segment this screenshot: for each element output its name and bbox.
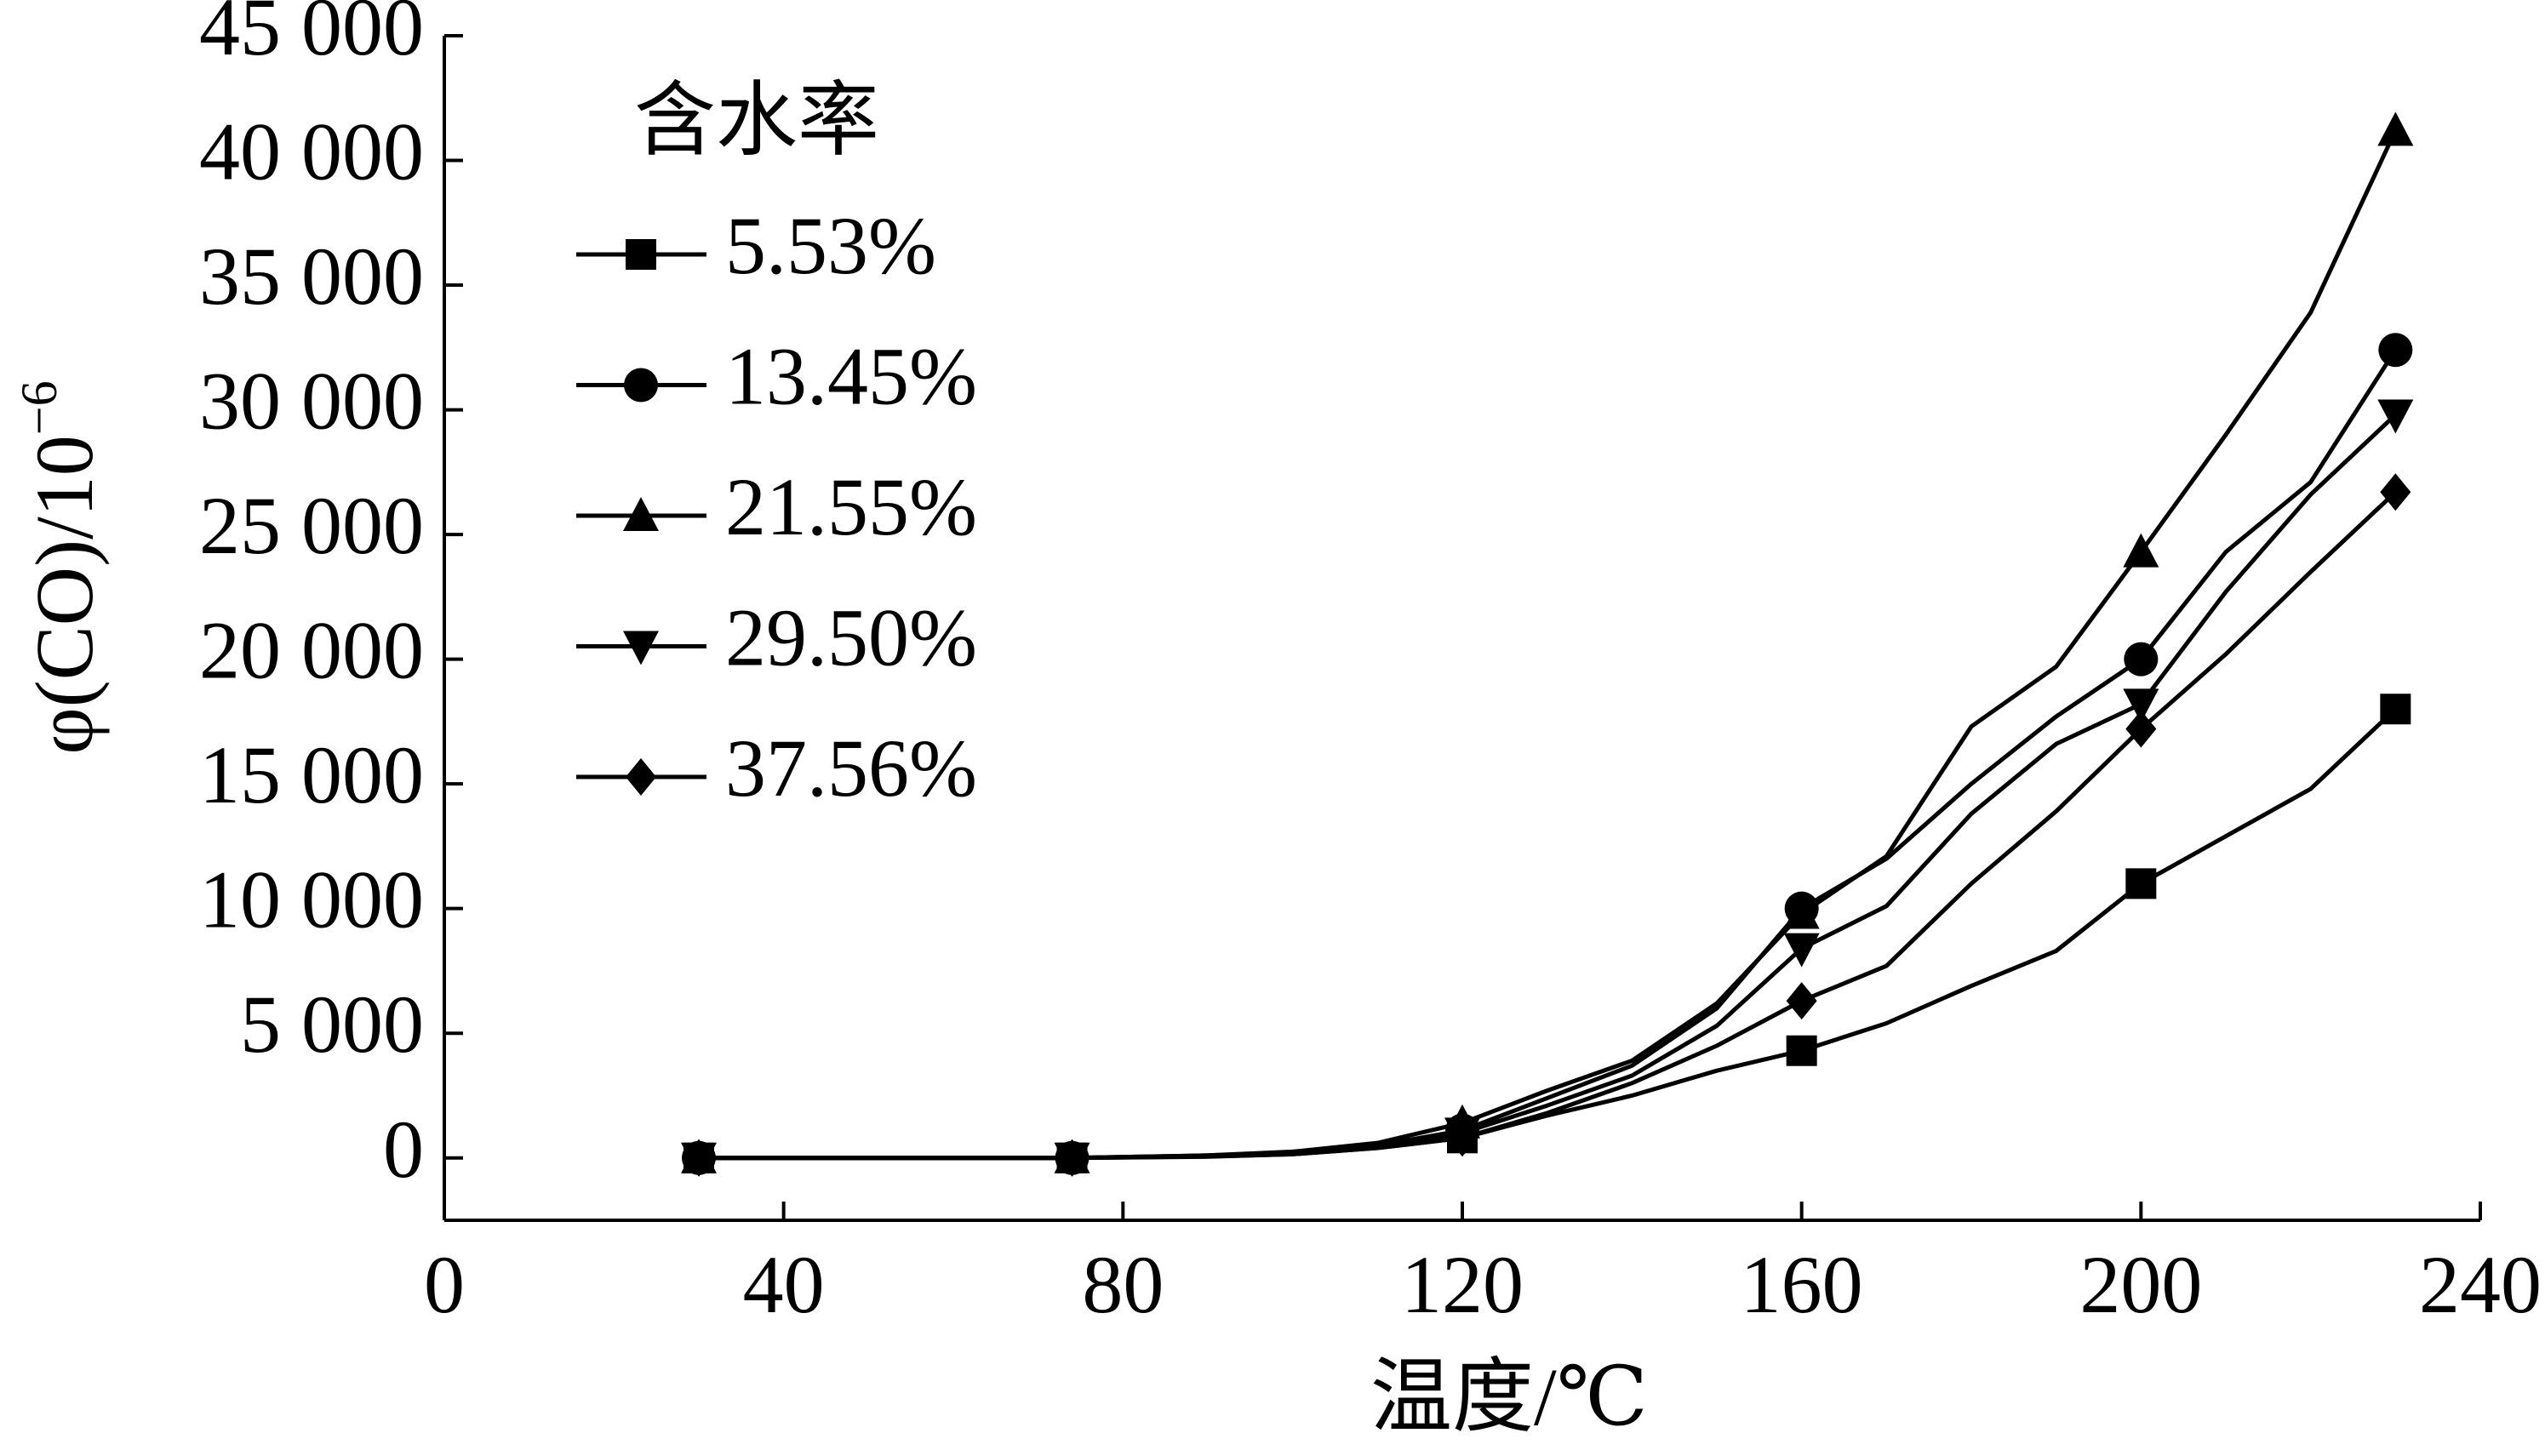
marker (2125, 710, 2157, 748)
marker (1783, 933, 1820, 968)
legend-label: 21.55% (725, 461, 977, 552)
marker (2377, 111, 2414, 146)
y-tick-label: 20 000 (199, 605, 424, 696)
x-tick-label: 240 (2419, 1239, 2542, 1330)
marker (1783, 894, 1820, 929)
marker (2125, 868, 2157, 899)
x-tick-label: 200 (2079, 1239, 2202, 1330)
x-tick-label: 80 (1082, 1239, 1164, 1330)
y-tick-label: 35 000 (199, 231, 424, 322)
y-tick-label: 30 000 (199, 356, 424, 447)
y-tick-label: 10 000 (199, 854, 424, 945)
y-tick-label: 5 000 (240, 979, 424, 1070)
series-line (699, 490, 2398, 1161)
x-axis-label: 温度/℃ (1370, 1351, 1648, 1442)
marker (2378, 333, 2413, 368)
y-axis-label-text: φ(CO)/10 (19, 435, 110, 754)
marker (1056, 1139, 1088, 1177)
legend-marker (624, 368, 658, 403)
x-tick-label: 120 (1401, 1239, 1524, 1330)
marker (2124, 642, 2159, 677)
legend-label: 5.53% (725, 200, 936, 291)
x-tick-label: 0 (424, 1239, 465, 1330)
y-axis-label-exponent: −6 (11, 380, 67, 435)
legend-title: 含水率 (634, 75, 879, 166)
y-tick-label: 25 000 (199, 480, 424, 571)
legend-label: 13.45% (725, 331, 977, 422)
marker (1786, 982, 1817, 1020)
legend-marker (623, 631, 659, 665)
y-tick-label: 45 000 (199, 0, 424, 72)
marker (2377, 399, 2414, 434)
marker (2123, 688, 2159, 723)
x-tick-label: 160 (1741, 1239, 1863, 1330)
marker (1447, 1119, 1478, 1157)
legend-marker (626, 239, 656, 270)
x-tick-label: 40 (743, 1239, 825, 1330)
legend-marker (626, 758, 656, 796)
y-tick-label: 0 (383, 1104, 424, 1195)
legend-marker (623, 497, 659, 531)
y-tick-label: 40 000 (199, 106, 424, 197)
y-tick-label: 15 000 (199, 729, 424, 820)
legend-label: 29.50% (725, 592, 977, 683)
y-axis-label: φ(CO)/10−6 (11, 380, 110, 754)
legend-label: 37.56% (725, 722, 977, 814)
marker (1786, 1035, 1817, 1066)
marker (683, 1139, 714, 1177)
marker (2380, 694, 2411, 725)
marker (2380, 473, 2411, 511)
marker (2123, 533, 2159, 568)
